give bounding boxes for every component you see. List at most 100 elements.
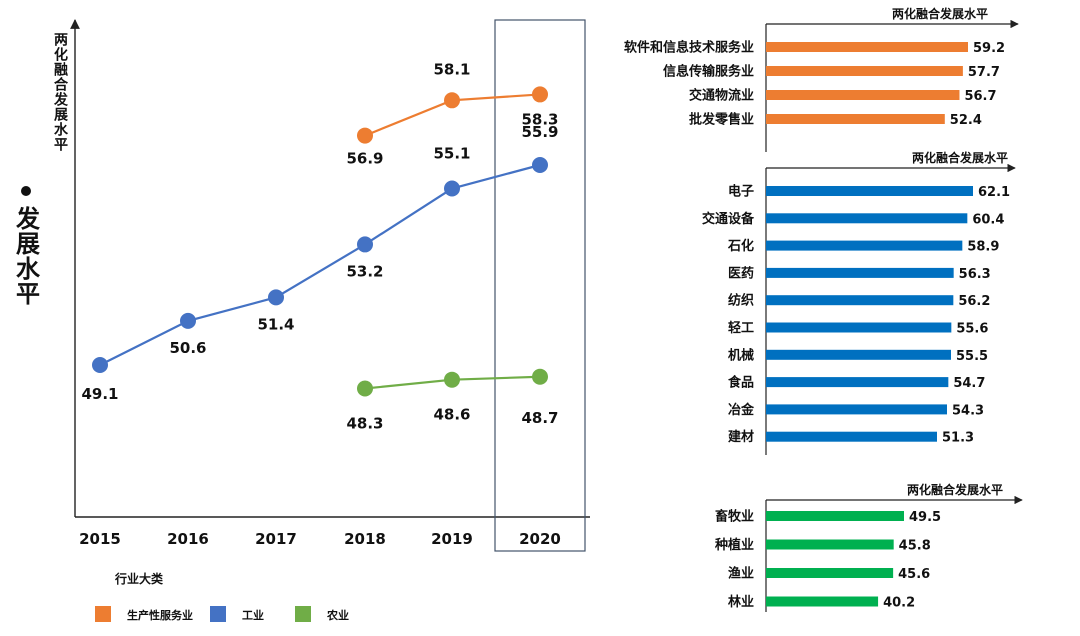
category-label-林业: 林业 [728, 594, 754, 610]
data-point-农业-2020 [532, 368, 548, 385]
legend-title: 行业大类 [114, 571, 164, 586]
side-title-text: 发展水平 [11, 206, 40, 306]
category-label-建材: 建材 [728, 429, 754, 445]
data-point-农业-2019 [444, 371, 460, 388]
series-line-工业 [99, 163, 541, 366]
category-label-种植业: 种植业 [714, 537, 754, 553]
bullet-dot-icon [21, 186, 31, 196]
bar-种植业 [766, 539, 894, 550]
legend-swatch-工业 [210, 606, 226, 622]
bar-轻工 [766, 322, 952, 333]
x-tick-label-2017: 2017 [255, 530, 297, 548]
value-label-建材: 51.3 [942, 431, 974, 446]
value-label-畜牧业: 49.5 [909, 510, 941, 525]
data-label-工业-2018: 53.2 [346, 262, 383, 280]
bar-食品 [766, 377, 949, 388]
bar-石化 [766, 240, 963, 251]
data-label-工业-2017: 51.4 [257, 315, 294, 333]
value-label-交通设备: 60.4 [972, 212, 1004, 227]
value-label-交通物流业: 56.7 [964, 89, 996, 104]
data-point-农业-2018 [357, 380, 373, 397]
legend-swatch-生产性服务业 [95, 606, 111, 622]
x-tick-label-2020: 2020 [519, 530, 561, 548]
category-label-交通设备: 交通设备 [702, 211, 755, 227]
data-label-农业-2019: 48.6 [433, 406, 470, 424]
value-label-纺织: 56.2 [958, 294, 990, 309]
data-point-生产性服务业-2020 [532, 86, 548, 103]
value-label-批发零售业: 52.4 [950, 113, 982, 128]
bar-交通设备 [766, 213, 968, 224]
category-label-机械: 机械 [728, 347, 754, 363]
value-label-轻工: 55.6 [956, 322, 988, 337]
value-label-石化: 58.9 [967, 240, 999, 255]
bar-医药 [766, 267, 954, 278]
data-point-工业-2016 [180, 312, 196, 329]
x-tick-label-2016: 2016 [167, 530, 209, 548]
data-label-农业-2020: 48.7 [521, 409, 558, 427]
x-tick-label-2018: 2018 [344, 530, 386, 548]
data-point-工业-2017 [268, 289, 284, 306]
data-point-工业-2020 [532, 157, 548, 173]
data-point-生产性服务业-2019 [444, 92, 460, 109]
bar-批发零售业 [766, 114, 945, 124]
legend-swatch-农业 [295, 606, 311, 622]
value-label-医药: 56.3 [959, 267, 991, 282]
data-point-工业-2015 [92, 357, 108, 373]
data-label-生产性服务业-2018: 56.9 [346, 150, 383, 168]
line-chart: 两化融合发展水平 2015 2016 2017 2018 2019 2020 56.9 58.1… [52, 19, 590, 622]
category-label-电子: 电子 [728, 184, 754, 200]
y-axis-label: 两化融合发展水平 [52, 32, 69, 152]
category-label-批发零售业: 批发零售业 [689, 112, 754, 128]
category-label-软件和信息技术服务业: 软件和信息技术服务业 [624, 40, 754, 56]
highlight-box-2020 [494, 19, 586, 552]
category-label-渔业: 渔业 [728, 566, 754, 582]
category-label-交通物流业: 交通物流业 [689, 88, 754, 104]
bar-渔业 [766, 568, 894, 578]
data-label-农业-2018: 48.3 [346, 415, 383, 433]
bar-建材 [766, 431, 937, 442]
bar-电子 [766, 186, 973, 196]
data-point-工业-2018 [357, 236, 373, 253]
value-label-林业: 40.2 [883, 596, 915, 611]
chart-title: 两化融合发展水平 [912, 150, 1008, 165]
value-label-机械: 55.5 [956, 349, 988, 364]
value-label-种植业: 45.8 [899, 539, 931, 554]
value-label-信息传输服务业: 57.7 [968, 65, 1000, 80]
data-label-生产性服务业-2019: 58.1 [433, 60, 470, 78]
chart-title: 两化融合发展水平 [907, 482, 1003, 497]
value-label-电子: 62.1 [978, 185, 1010, 200]
data-label-生产性服务业-2020: 58.3 [521, 110, 558, 128]
value-label-冶金: 54.3 [952, 403, 984, 418]
data-point-工业-2019 [444, 180, 460, 197]
bar-信息传输服务业 [766, 66, 963, 76]
category-label-石化: 石化 [727, 238, 754, 254]
side-title: 发展水平 [8, 186, 44, 306]
category-label-食品: 食品 [728, 375, 754, 391]
x-tick-label-2015: 2015 [79, 530, 121, 548]
data-point-生产性服务业-2018 [357, 127, 373, 144]
chart-title: 两化融合发展水平 [892, 6, 988, 21]
legend-label-工业: 工业 [242, 608, 264, 622]
category-label-轻工: 轻工 [728, 320, 754, 336]
bar-交通物流业 [766, 90, 960, 100]
data-label-工业-2020: 55.9 [521, 123, 558, 141]
legend-label-生产性服务业: 生产性服务业 [127, 608, 193, 622]
value-label-渔业: 45.6 [898, 567, 930, 582]
bar-软件和信息技术服务业 [766, 42, 968, 52]
category-label-医药: 医药 [728, 265, 754, 281]
bar-畜牧业 [766, 511, 904, 521]
data-label-工业-2019: 55.1 [433, 145, 470, 163]
category-label-信息传输服务业: 信息传输服务业 [663, 64, 754, 80]
category-label-畜牧业: 畜牧业 [715, 509, 754, 525]
bar-冶金 [766, 404, 947, 415]
value-label-软件和信息技术服务业: 59.2 [973, 41, 1005, 56]
bar-林业 [766, 596, 879, 607]
category-label-冶金: 冶金 [728, 402, 755, 418]
category-label-纺织: 纺织 [728, 293, 754, 309]
bar-机械 [766, 349, 951, 360]
x-tick-label-2019: 2019 [431, 530, 473, 548]
